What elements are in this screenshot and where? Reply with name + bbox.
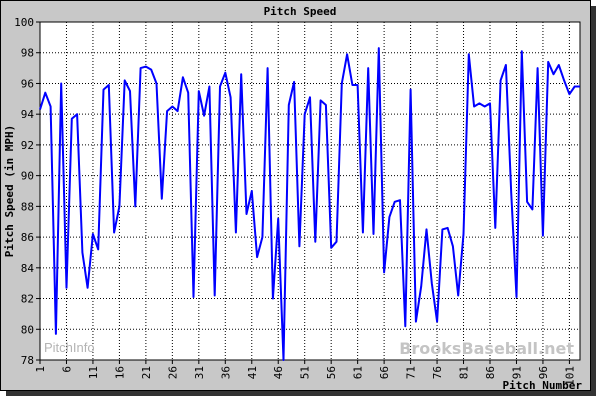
x-tick-label: 26 xyxy=(166,366,179,379)
x-tick-label: 86 xyxy=(484,366,497,379)
watermark-brooksbaseball: BrooksBaseball.net xyxy=(399,339,574,358)
y-tick-label: 100 xyxy=(14,16,34,29)
x-tick-label: 41 xyxy=(246,366,259,379)
y-tick-label: 84 xyxy=(21,262,35,275)
x-tick-label: 1 xyxy=(34,366,47,373)
y-tick-label: 94 xyxy=(21,108,35,121)
frame-shadow-bottom xyxy=(6,391,596,396)
x-tick-label: 21 xyxy=(140,366,153,379)
x-tick-label: 51 xyxy=(299,366,312,379)
y-tick-label: 88 xyxy=(21,200,34,213)
y-tick-label: 82 xyxy=(21,293,34,306)
x-tick-label: 61 xyxy=(352,366,365,379)
y-tick-label: 92 xyxy=(21,139,34,152)
x-tick-label: 31 xyxy=(193,366,206,379)
x-tick-label: 101 xyxy=(563,366,576,386)
y-tick-label: 80 xyxy=(21,323,34,336)
x-tick-label: 56 xyxy=(325,366,338,379)
x-tick-label: 16 xyxy=(113,366,126,379)
x-tick-label: 66 xyxy=(378,366,391,379)
watermarks: PitchInfo BrooksBaseball.net xyxy=(44,339,574,358)
x-tick-label: 11 xyxy=(87,366,100,379)
frame-shadow-right xyxy=(591,6,596,396)
y-tick-label: 96 xyxy=(21,77,34,90)
x-axis-ticks: 1 6 11 16 21 26 31 36 41 46 51 56 61 66 71 76 81 86 91 96 10… xyxy=(34,360,576,386)
x-tick-label: 81 xyxy=(458,366,471,379)
x-tick-label: 36 xyxy=(219,366,232,379)
x-axis-label: Pitch Number xyxy=(503,379,583,392)
x-tick-label: 96 xyxy=(537,366,550,379)
series-line xyxy=(39,47,580,361)
y-tick-label: 86 xyxy=(21,231,34,244)
y-tick-label: 78 xyxy=(21,354,34,367)
y-axis-ticks: 78 80 82 84 86 88 90 92 94 96 98 100 xyxy=(14,16,40,367)
x-tick-label: 6 xyxy=(60,366,73,373)
x-tick-label: 91 xyxy=(510,366,523,379)
x-tick-label: 76 xyxy=(431,366,444,379)
watermark-pitchinfo: PitchInfo xyxy=(44,340,95,355)
y-tick-label: 98 xyxy=(21,47,34,60)
x-tick-label: 71 xyxy=(405,366,418,379)
chart-title: Pitch Speed xyxy=(264,5,337,18)
y-axis-label: Pitch Speed (in MPH) xyxy=(3,125,16,257)
y-tick-label: 90 xyxy=(21,170,34,183)
x-tick-label: 46 xyxy=(272,366,285,379)
